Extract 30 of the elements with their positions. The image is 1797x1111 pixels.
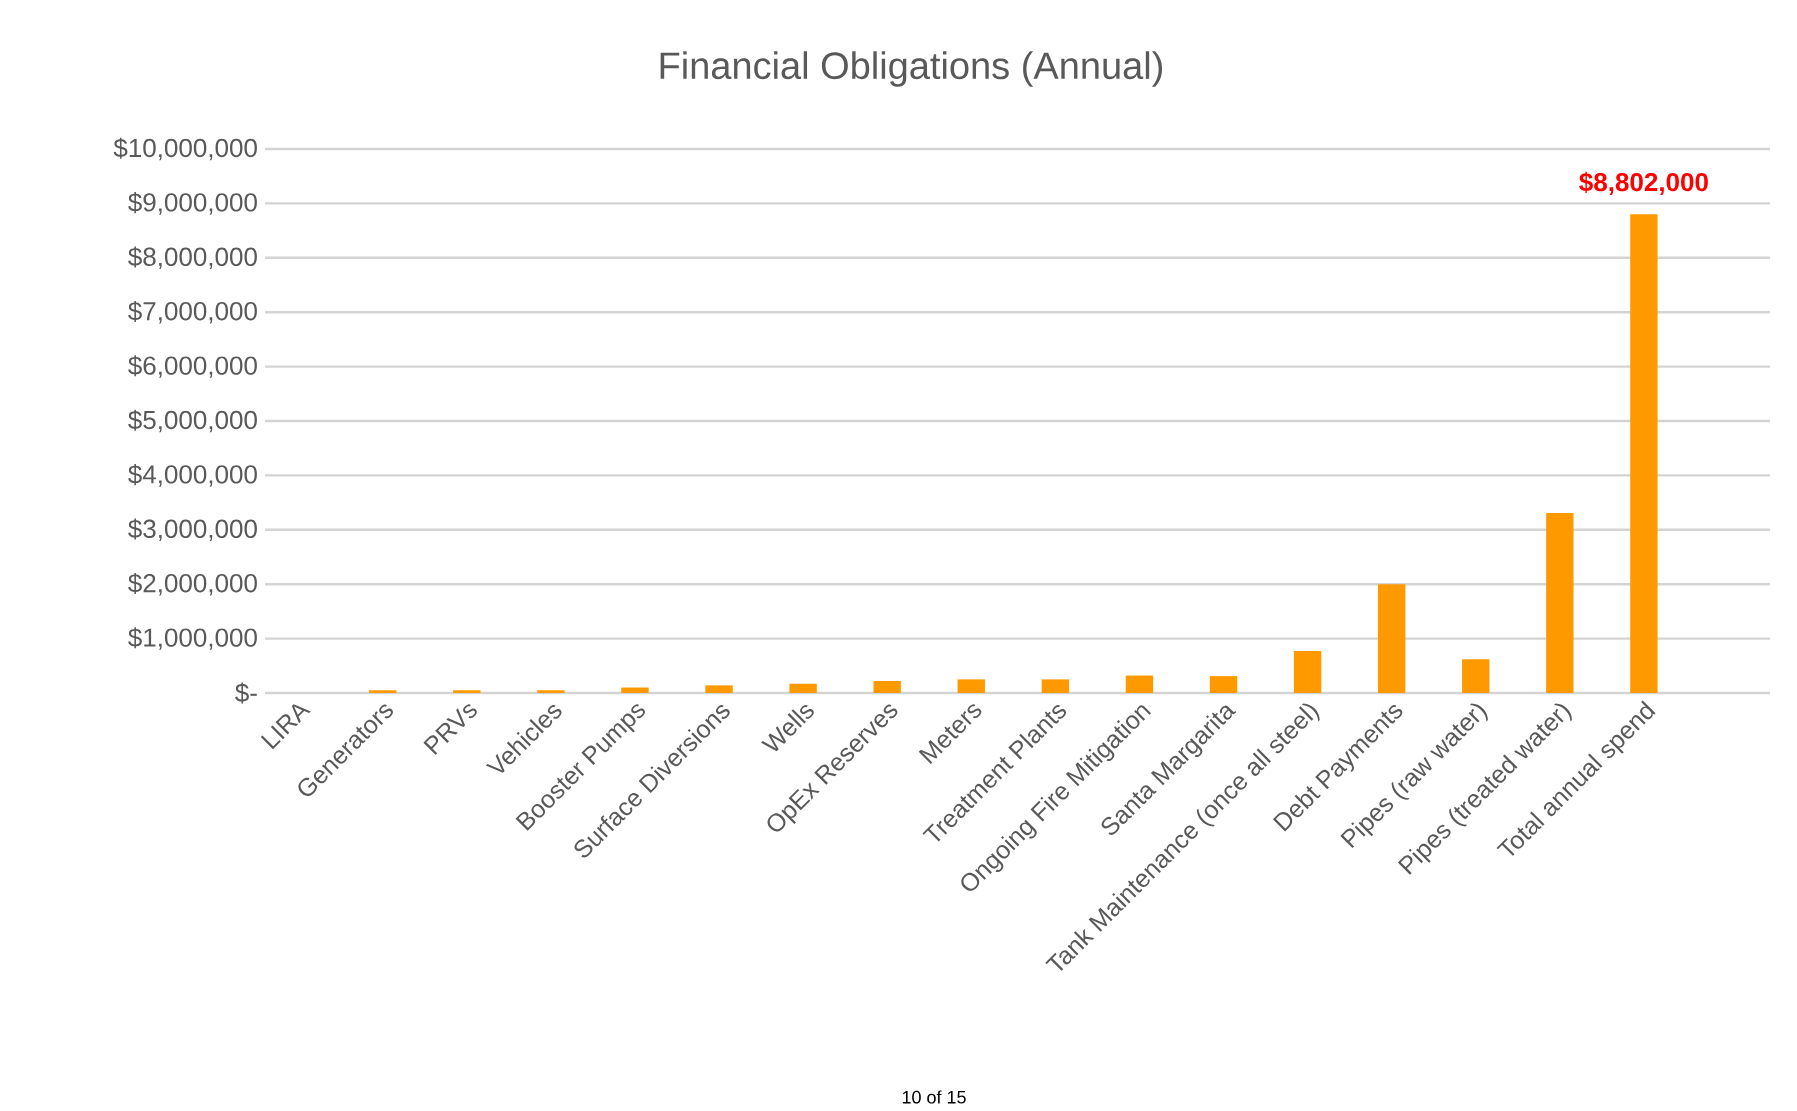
bar — [1209, 676, 1238, 693]
y-tick-label: $7,000,000 — [128, 300, 257, 324]
y-tick-label: $3,000,000 — [128, 518, 257, 542]
bar — [537, 690, 565, 693]
bar — [873, 681, 901, 693]
y-tick-label: $2,000,000 — [128, 572, 257, 596]
y-tick-label: $1,000,000 — [128, 627, 257, 650]
bar — [1630, 214, 1658, 693]
y-tick-label: $6,000,000 — [128, 355, 257, 378]
y-tick-label: $- — [235, 682, 257, 704]
y-tick-label: $8,000,000 — [128, 246, 257, 270]
bar — [621, 687, 649, 693]
data-label: $8,802,000 — [1579, 171, 1708, 196]
bar — [957, 679, 985, 693]
bar — [1377, 584, 1406, 693]
chart-title: Financial Obligations (Annual) — [660, 51, 1162, 87]
bar — [1125, 675, 1154, 693]
bar — [705, 685, 733, 693]
y-tick-label: $4,000,000 — [128, 464, 257, 487]
bar — [789, 683, 817, 693]
bar — [1041, 679, 1070, 693]
bar — [1462, 659, 1490, 693]
text: 10 of 15 — [902, 1090, 966, 1104]
bar — [1546, 512, 1574, 693]
bar — [453, 690, 481, 693]
bar — [1293, 651, 1322, 693]
y-tick-label: $9,000,000 — [128, 192, 257, 215]
bar — [369, 690, 397, 693]
y-tick-label: $5,000,000 — [128, 409, 257, 433]
y-tick-label: $10,000,000 — [113, 137, 257, 161]
